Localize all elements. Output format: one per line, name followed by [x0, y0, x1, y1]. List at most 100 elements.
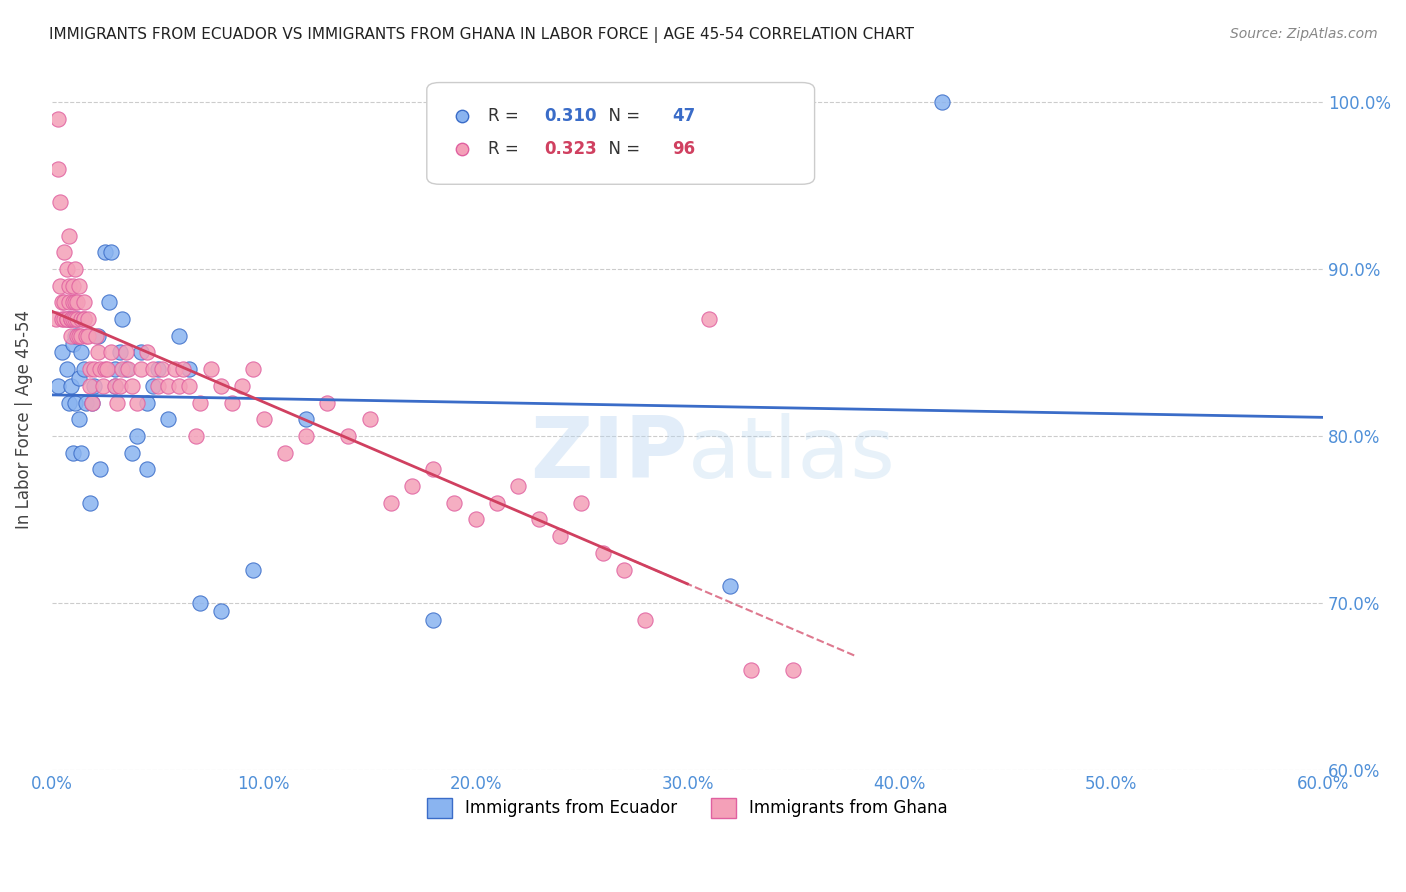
Point — [242, 563, 264, 577]
Point — [725, 287, 748, 301]
Point — [179, 362, 201, 376]
Text: N =: N = — [599, 106, 645, 125]
Text: 47: 47 — [672, 106, 696, 125]
Point — [337, 429, 360, 443]
Point — [55, 312, 77, 326]
Point — [111, 312, 134, 326]
Text: 0.310: 0.310 — [544, 106, 596, 125]
Y-axis label: In Labor Force | Age 45-54: In Labor Force | Age 45-54 — [15, 310, 32, 529]
Point — [75, 395, 97, 409]
Point — [506, 479, 529, 493]
Point — [108, 379, 131, 393]
Point — [136, 395, 159, 409]
Point — [58, 295, 80, 310]
Point — [89, 362, 111, 376]
Point — [62, 445, 84, 459]
Point — [72, 312, 94, 326]
Point — [62, 312, 84, 326]
Point — [72, 312, 94, 326]
Point — [79, 362, 101, 376]
Point — [62, 295, 84, 310]
Point — [58, 278, 80, 293]
Point — [142, 362, 165, 376]
Point — [931, 95, 953, 109]
Point — [485, 496, 508, 510]
Point — [188, 395, 211, 409]
Point — [125, 395, 148, 409]
Point — [66, 312, 89, 326]
Point — [740, 663, 762, 677]
Point — [84, 328, 107, 343]
Point — [167, 328, 190, 343]
Point — [163, 362, 186, 376]
Point — [75, 328, 97, 343]
Point — [63, 295, 86, 310]
Point — [70, 445, 93, 459]
Point — [104, 379, 127, 393]
Point — [66, 328, 89, 343]
Point — [67, 412, 90, 426]
Point — [58, 228, 80, 243]
Point — [422, 462, 444, 476]
Point — [146, 362, 169, 376]
Point — [129, 362, 152, 376]
Point — [295, 412, 318, 426]
Point — [188, 596, 211, 610]
Point — [76, 312, 98, 326]
Point — [83, 362, 105, 376]
Point — [72, 295, 94, 310]
Point — [380, 496, 402, 510]
Point — [59, 312, 82, 326]
Point — [55, 262, 77, 277]
Point — [45, 312, 67, 326]
Text: atlas: atlas — [688, 413, 896, 496]
Point — [46, 379, 69, 393]
Text: R =: R = — [488, 106, 524, 125]
Point — [96, 362, 118, 376]
Point — [91, 379, 114, 393]
Point — [782, 663, 804, 677]
Text: 96: 96 — [672, 140, 696, 158]
Point — [66, 295, 89, 310]
Point — [70, 345, 93, 359]
Point — [136, 462, 159, 476]
Point — [167, 379, 190, 393]
Point — [79, 379, 101, 393]
Point — [295, 429, 318, 443]
Point — [93, 362, 115, 376]
Point — [63, 395, 86, 409]
FancyBboxPatch shape — [427, 83, 814, 185]
Point — [76, 328, 98, 343]
Point — [464, 512, 486, 526]
Point — [253, 412, 276, 426]
Text: Source: ZipAtlas.com: Source: ZipAtlas.com — [1230, 27, 1378, 41]
Point — [55, 312, 77, 326]
Text: N =: N = — [599, 140, 645, 158]
Point — [63, 328, 86, 343]
Point — [62, 278, 84, 293]
Point — [359, 412, 381, 426]
Point — [129, 345, 152, 359]
Point — [72, 362, 94, 376]
Point — [150, 362, 173, 376]
Point — [108, 345, 131, 359]
Point — [209, 604, 232, 618]
Point — [527, 512, 550, 526]
Point — [142, 379, 165, 393]
Text: R =: R = — [488, 140, 524, 158]
Point — [67, 278, 90, 293]
Point — [63, 262, 86, 277]
Point — [59, 312, 82, 326]
Point — [111, 362, 134, 376]
Point — [209, 379, 232, 393]
Point — [184, 429, 207, 443]
Point — [316, 395, 339, 409]
Point — [443, 496, 465, 510]
Point — [146, 379, 169, 393]
Point — [592, 546, 614, 560]
Point — [125, 429, 148, 443]
Point — [422, 613, 444, 627]
Point — [157, 412, 180, 426]
Point — [80, 395, 103, 409]
Point — [55, 362, 77, 376]
